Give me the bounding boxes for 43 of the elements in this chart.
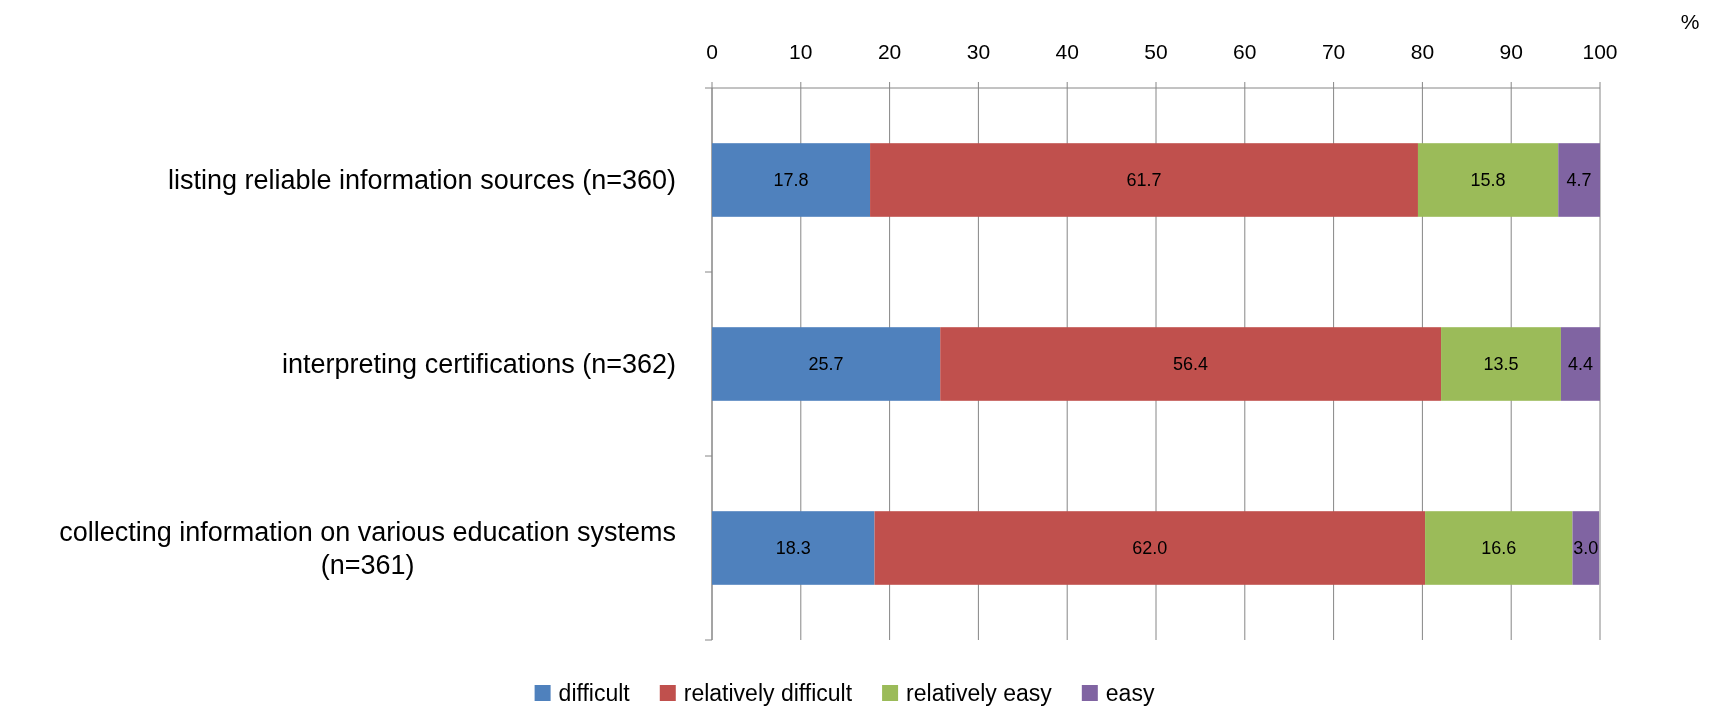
- bar: [874, 511, 1426, 585]
- y-tick-label: interpreting certifications (n=362): [282, 349, 676, 380]
- x-tick-label: 50: [1144, 40, 1168, 64]
- legend-label: difficult: [558, 680, 631, 707]
- legend-label: easy: [1105, 680, 1155, 707]
- data-label: 4.7: [1566, 170, 1592, 191]
- data-label: 16.6: [1481, 538, 1517, 559]
- x-tick-label: 80: [1410, 40, 1435, 64]
- x-tick-label: 20: [877, 40, 902, 64]
- bar: [712, 511, 875, 585]
- data-label: 13.5: [1483, 354, 1519, 375]
- x-tick-label: 70: [1321, 40, 1346, 64]
- y-tick-label: collecting information on various education systems (n=361): [59, 516, 676, 581]
- data-label: 56.4: [1173, 354, 1209, 375]
- data-label: 4.4: [1567, 354, 1593, 375]
- bar: [712, 143, 871, 217]
- x-tick-label: 90: [1499, 40, 1523, 64]
- bar: [1441, 327, 1561, 401]
- bar: [1572, 511, 1600, 585]
- data-label: 61.7: [1126, 170, 1162, 191]
- x-tick-label: 40: [1055, 40, 1079, 64]
- y-tick-label: listing reliable information sources (n=360): [167, 165, 676, 196]
- legend-label: relatively easy: [906, 680, 1053, 707]
- x-tick-label: 30: [966, 40, 991, 64]
- data-label: 25.7: [808, 354, 844, 375]
- bar: [1560, 327, 1600, 401]
- x-tick-label: 100: [1582, 40, 1618, 64]
- bar: [870, 143, 1418, 217]
- x-tick-label: 60: [1233, 40, 1257, 64]
- legend-label: relatively difficult: [683, 680, 853, 707]
- data-label: 18.3: [775, 538, 811, 559]
- bar: [1425, 511, 1573, 585]
- bar: [1417, 143, 1559, 217]
- bar: [1558, 143, 1600, 217]
- data-label: 3.0: [1573, 538, 1599, 559]
- x-axis-title: %: [1680, 10, 1700, 34]
- bar: [712, 327, 941, 401]
- bar: [940, 327, 1442, 401]
- data-label: 17.8: [773, 170, 809, 191]
- data-label: 15.8: [1470, 170, 1506, 191]
- x-tick-label: 0: [706, 40, 718, 64]
- data-label: 62.0: [1132, 538, 1168, 559]
- x-tick-label: 10: [789, 40, 813, 64]
